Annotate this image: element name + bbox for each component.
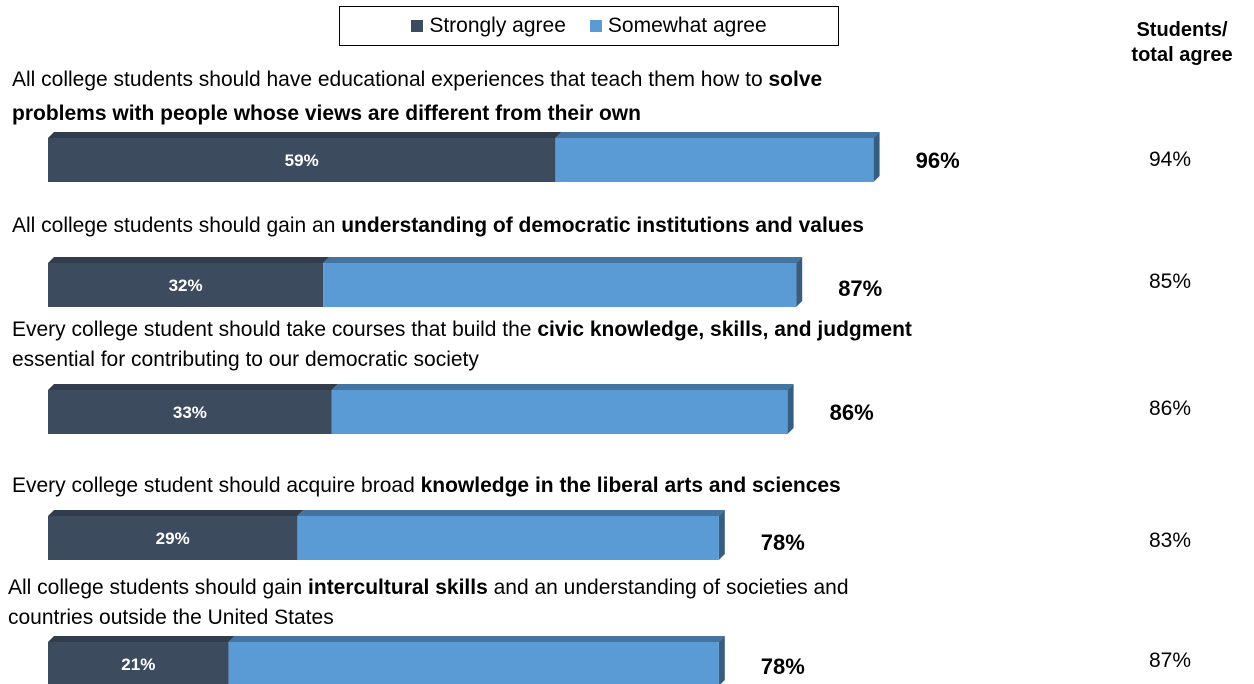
bar-top-somewhat-agree	[555, 132, 880, 138]
statement-1-line-2: problems with people whose views are dif…	[12, 98, 641, 130]
statement-4-line-1: Every college student should acquire bro…	[12, 470, 841, 502]
student-total-agree-label: 86%	[1148, 397, 1192, 420]
bar-row-5: 21%	[48, 636, 725, 684]
bar-row-1: 59%	[48, 132, 880, 182]
bar-top-strongly-agree	[48, 384, 338, 390]
statement-text: intercultural skills	[308, 576, 488, 599]
bar-strongly-agree	[48, 642, 229, 684]
statement-1-line-1: All college students should have educati…	[12, 64, 822, 96]
bar-strongly-agree	[48, 138, 556, 182]
bar-side-face	[873, 132, 880, 182]
bar-top-somewhat-agree	[323, 257, 803, 263]
legend-item-somewhat-agree: Somewhat agree	[589, 14, 767, 38]
bar-label-strongly-agree: 59%	[285, 151, 319, 170]
bar-top-strongly-agree	[48, 510, 304, 516]
statement-text: and an understanding of societies and	[487, 576, 849, 599]
statement-text: countries outside the United States	[8, 606, 334, 629]
bar-strongly-agree	[48, 516, 298, 560]
bar-top-strongly-agree	[48, 132, 562, 138]
statement-5-line-1: All college students should gain intercu…	[8, 572, 849, 604]
bar-row-2: 32%	[48, 257, 803, 307]
total-agree-label: 87%	[838, 276, 883, 301]
bar-strongly-agree	[48, 390, 332, 434]
statement-5-line-2: countries outside the United States	[8, 602, 334, 634]
statement-text: Every college student should take course…	[12, 318, 538, 341]
bar-side-face	[796, 257, 803, 307]
statement-text: All college students should have educati…	[12, 68, 769, 91]
bar-side-face	[718, 636, 725, 684]
statement-2-line-1: All college students should gain an unde…	[12, 210, 864, 242]
bar-top-strongly-agree	[48, 257, 330, 263]
legend-swatch-somewhat-agree	[589, 20, 602, 32]
statement-text: civic knowledge, skills, and judgment	[537, 318, 912, 341]
bar-somewhat-agree	[297, 516, 719, 560]
statement-text: problems with people whose views are dif…	[12, 102, 641, 125]
legend-item-strongly-agree: Strongly agree	[411, 14, 566, 38]
statement-text: All college students should gain	[8, 576, 309, 599]
statement-text: essential for contributing to our democr…	[12, 348, 479, 371]
side-header-line2: total agree	[1131, 44, 1233, 66]
bar-somewhat-agree	[331, 390, 788, 434]
statement-text: All college students should gain an	[12, 214, 342, 237]
side-header-line1: Students/	[1136, 19, 1228, 41]
bar-somewhat-agree	[228, 642, 719, 684]
bar-top-somewhat-agree	[297, 510, 725, 516]
bar-strongly-agree	[48, 263, 324, 307]
bar-top-strongly-agree	[48, 636, 235, 642]
bar-label-strongly-agree: 29%	[156, 529, 190, 548]
bar-top-somewhat-agree	[228, 636, 725, 642]
bar-top-somewhat-agree	[331, 384, 794, 390]
legend-swatch-strongly-agree	[411, 20, 424, 32]
bar-label-strongly-agree: 32%	[169, 276, 203, 295]
total-agree-label: 96%	[915, 148, 960, 173]
statement-text: knowledge in the liberal arts and scienc…	[420, 474, 841, 497]
total-agree-label: 78%	[760, 654, 805, 679]
statement-text: solve	[768, 68, 823, 91]
legend-label-strongly-agree: Strongly agree	[429, 14, 566, 37]
chart-legend: Strongly agree Somewhat agree	[339, 6, 839, 46]
statement-3-line-2: essential for contributing to our democr…	[12, 344, 479, 376]
bar-row-3: 33%	[48, 384, 794, 434]
student-total-agree-label: 94%	[1148, 148, 1192, 171]
legend-label-somewhat-agree: Somewhat agree	[607, 14, 767, 37]
student-total-agree-label: 83%	[1148, 529, 1192, 552]
bar-side-face	[787, 384, 794, 434]
bar-label-strongly-agree: 33%	[173, 403, 207, 422]
students-total-agree-header: Students/ total agree	[1112, 18, 1252, 68]
bar-somewhat-agree	[555, 138, 874, 182]
statement-text: understanding of democratic institutions…	[341, 214, 864, 237]
bar-label-strongly-agree: 21%	[121, 655, 155, 674]
total-agree-label: 78%	[760, 530, 805, 555]
student-total-agree-label: 85%	[1148, 270, 1192, 293]
statement-text: Every college student should acquire bro…	[12, 474, 421, 497]
statement-3-line-1: Every college student should take course…	[12, 314, 912, 346]
bar-side-face	[718, 510, 725, 560]
total-agree-label: 86%	[829, 400, 874, 425]
student-total-agree-label: 87%	[1148, 649, 1192, 672]
bar-somewhat-agree	[323, 263, 797, 307]
bar-row-4: 29%	[48, 510, 725, 560]
